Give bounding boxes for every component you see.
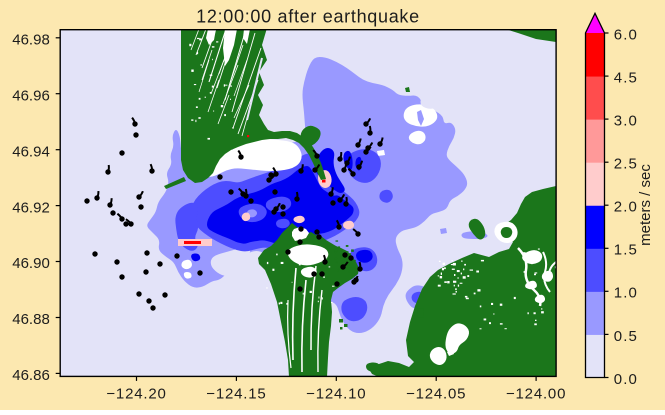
svg-text:4.5: 4.5 xyxy=(614,70,638,87)
svg-text:1.5: 1.5 xyxy=(614,242,638,259)
svg-text:−124.10: −124.10 xyxy=(306,385,366,402)
svg-text:0.5: 0.5 xyxy=(614,328,638,345)
svg-text:−124.15: −124.15 xyxy=(206,385,266,402)
svg-text:46.96: 46.96 xyxy=(12,87,50,104)
svg-text:2.5: 2.5 xyxy=(614,156,638,173)
svg-text:meters / sec: meters / sec xyxy=(637,164,654,246)
svg-text:−124.05: −124.05 xyxy=(406,385,466,402)
svg-text:−124.00: −124.00 xyxy=(506,385,566,402)
svg-text:2.0: 2.0 xyxy=(614,199,638,216)
svg-text:6.0: 6.0 xyxy=(614,26,638,43)
svg-text:46.92: 46.92 xyxy=(12,199,50,216)
svg-text:12:00:00 after earthquake: 12:00:00 after earthquake xyxy=(196,6,420,26)
svg-text:46.88: 46.88 xyxy=(12,311,50,328)
svg-text:−124.20: −124.20 xyxy=(106,385,166,402)
svg-text:46.86: 46.86 xyxy=(12,367,50,384)
svg-text:1.0: 1.0 xyxy=(614,285,638,302)
svg-text:46.94: 46.94 xyxy=(12,143,50,160)
svg-text:0.0: 0.0 xyxy=(614,371,638,388)
svg-text:46.90: 46.90 xyxy=(12,255,50,272)
svg-text:3.0: 3.0 xyxy=(614,113,638,130)
svg-text:46.98: 46.98 xyxy=(12,32,50,49)
